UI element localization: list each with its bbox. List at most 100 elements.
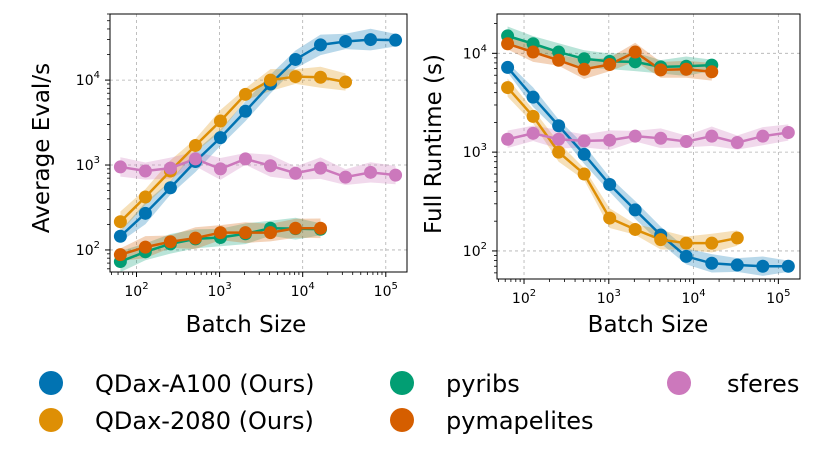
data-point — [603, 58, 617, 72]
data-point — [138, 240, 152, 254]
x-tick-label: 104 — [291, 281, 315, 300]
legend-label: QDax-A100 (Ours) — [95, 370, 314, 398]
x-axis-label: Batch Size — [186, 312, 307, 338]
tick-exponent: 4 — [94, 70, 100, 81]
data-point — [213, 162, 227, 176]
y-tick-label: 103 — [463, 142, 487, 161]
tick-base: 10 — [463, 244, 481, 260]
x-tick-label: 105 — [374, 281, 398, 300]
data-point — [552, 132, 566, 146]
data-point — [113, 215, 127, 229]
data-point — [577, 62, 591, 76]
data-point — [501, 37, 515, 51]
y-tick-label: 103 — [76, 155, 100, 174]
series-markers — [501, 29, 795, 273]
data-point — [213, 226, 227, 240]
data-point — [526, 126, 540, 140]
tick-exponent: 4 — [481, 43, 487, 54]
data-point — [314, 38, 328, 52]
tick-base: 10 — [766, 291, 784, 307]
data-point — [730, 136, 744, 150]
data-point — [288, 52, 302, 66]
y-axis-label: Full Runtime (s) — [421, 54, 447, 234]
data-point — [628, 203, 642, 217]
legend-label: QDax-2080 (Ours) — [95, 407, 314, 435]
plot-frame — [496, 13, 801, 280]
data-point — [526, 109, 540, 123]
data-point — [603, 133, 617, 147]
data-point — [163, 235, 177, 249]
data-point — [113, 248, 127, 262]
data-point — [603, 178, 617, 192]
data-point — [501, 132, 515, 146]
x-tick-label: 103 — [207, 281, 231, 300]
tick-exponent: 3 — [225, 281, 231, 292]
x-tick-label: 104 — [681, 288, 705, 307]
legend-item: pyribs — [390, 370, 520, 398]
legend-label: pymapelites — [446, 407, 594, 435]
x-ticks: 102 103 104 105 — [498, 279, 790, 307]
data-point — [213, 114, 227, 128]
tick-base: 10 — [76, 158, 94, 174]
data-point — [705, 65, 719, 79]
data-point — [756, 259, 770, 273]
legend-item: sferes — [667, 370, 799, 398]
x-ticks: 102 103 104 105 — [111, 272, 398, 300]
y-tick-label: 104 — [463, 43, 487, 62]
data-point — [188, 231, 202, 245]
x-axis-label: Batch Size — [588, 312, 709, 338]
data-point — [603, 211, 617, 225]
tick-exponent: 4 — [308, 281, 314, 292]
data-point — [113, 160, 127, 174]
data-point — [679, 62, 693, 76]
data-point — [705, 129, 719, 143]
data-point — [781, 126, 795, 140]
series-band — [120, 28, 396, 242]
data-point — [501, 60, 515, 74]
data-point — [577, 167, 591, 181]
data-point — [263, 226, 277, 240]
tick-base: 10 — [512, 291, 530, 307]
data-point — [628, 222, 642, 236]
data-point — [138, 206, 152, 220]
tick-exponent: 3 — [481, 142, 487, 153]
series-band — [120, 66, 346, 232]
data-point — [705, 256, 719, 270]
y-tick-label: 104 — [76, 70, 100, 89]
data-point — [781, 259, 795, 273]
data-point — [552, 53, 566, 67]
tick-base: 10 — [124, 284, 142, 300]
legend-item: QDax-A100 (Ours) — [39, 370, 314, 398]
data-point — [288, 166, 302, 180]
data-point — [238, 226, 252, 240]
data-point — [213, 131, 227, 145]
tick-exponent: 3 — [94, 155, 100, 166]
tick-exponent: 2 — [94, 240, 100, 251]
series-line — [506, 86, 738, 245]
legend: QDax-A100 (Ours) pyribs sferes QDax-2080… — [39, 370, 799, 435]
tick-exponent: 5 — [784, 288, 790, 299]
tick-base: 10 — [76, 73, 94, 89]
data-point — [628, 45, 642, 59]
data-point — [314, 221, 328, 235]
data-point — [288, 70, 302, 84]
data-point — [756, 129, 770, 143]
data-point — [314, 70, 328, 84]
data-point — [263, 159, 277, 173]
tick-exponent: 4 — [699, 288, 705, 299]
data-point — [138, 190, 152, 204]
legend-item: QDax-2080 (Ours) — [39, 407, 314, 435]
data-point — [577, 134, 591, 148]
data-point — [339, 75, 353, 89]
legend-item: pymapelites — [390, 407, 594, 435]
plot-frame — [109, 13, 408, 273]
data-point — [628, 55, 642, 69]
data-point — [526, 45, 540, 59]
data-point — [163, 181, 177, 195]
data-point — [730, 258, 744, 272]
